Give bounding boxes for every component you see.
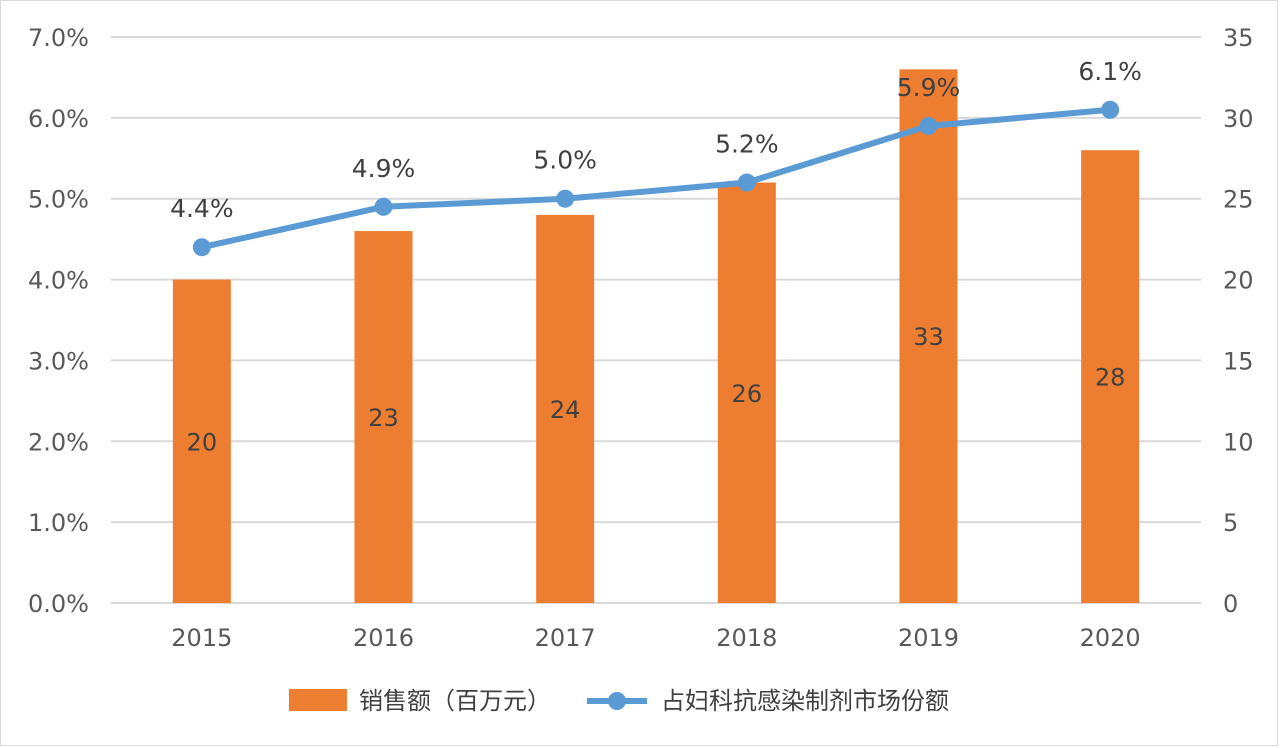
bar: [536, 214, 595, 603]
legend-line-marker: [608, 692, 626, 710]
line-data-label: 6.1%: [1078, 57, 1142, 86]
legend-bar-label: 销售额（百万元）: [359, 687, 551, 715]
line-data-labels: 4.4% 4.9% 5.0% 5.2% 5.9% 6.1%: [170, 57, 1142, 223]
line-point: [919, 116, 938, 135]
line-series: [192, 100, 1120, 257]
x-tick-label: 2016: [353, 624, 414, 652]
y-left-tick-label: 6.0%: [28, 105, 89, 133]
line-point: [737, 173, 756, 192]
y-right-tick-label: 5: [1223, 509, 1238, 537]
bar: [899, 69, 958, 604]
line-point: [556, 189, 575, 208]
line-data-label: 5.9%: [897, 73, 961, 102]
legend-bar-swatch: [289, 689, 347, 711]
line-data-label: 5.2%: [715, 130, 779, 159]
legend: 销售额（百万元） 占妇科抗感染制剂市场份额: [289, 687, 949, 715]
line-data-label: 4.9%: [352, 154, 416, 183]
bar: [354, 231, 413, 604]
y-left-tick-label: 5.0%: [28, 186, 89, 214]
y-left-tick-label: 0.0%: [28, 590, 89, 618]
bar-data-labels: 20 23 24 26 33 28: [187, 323, 1126, 456]
line-point: [374, 197, 393, 216]
line-path: [198, 106, 1114, 251]
line-data-label: 4.4%: [170, 194, 234, 223]
bar-data-label: 20: [187, 428, 218, 456]
bar: [172, 279, 231, 603]
bar-data-label: 33: [913, 323, 944, 351]
y-axis-right: 0 5 10 15 20 25 30 35: [1223, 24, 1254, 618]
y-right-tick-label: 35: [1223, 24, 1254, 52]
bar-data-label: 26: [732, 380, 763, 408]
x-axis: 2015 2016 2017 2018 2019 2020: [171, 624, 1140, 652]
bar-data-label: 28: [1095, 364, 1126, 392]
line-point: [192, 238, 211, 257]
y-left-tick-label: 3.0%: [28, 347, 89, 375]
line-point: [1101, 100, 1120, 119]
x-tick-label: 2017: [535, 624, 596, 652]
bar: [717, 182, 776, 604]
bar: [1081, 150, 1140, 603]
y-left-tick-label: 1.0%: [28, 509, 89, 537]
x-tick-label: 2020: [1080, 624, 1141, 652]
y-left-tick-label: 4.0%: [28, 267, 89, 295]
x-tick-label: 2015: [171, 624, 232, 652]
y-left-tick-label: 7.0%: [28, 24, 89, 52]
gridlines: [111, 36, 1201, 604]
y-axis-left: 0.0% 1.0% 2.0% 3.0% 4.0% 5.0% 6.0% 7.0%: [28, 24, 89, 618]
x-tick-label: 2019: [898, 624, 959, 652]
y-right-tick-label: 0: [1223, 590, 1238, 618]
line-data-label: 5.0%: [533, 146, 597, 175]
y-right-tick-label: 30: [1223, 105, 1254, 133]
y-right-tick-label: 15: [1223, 347, 1254, 375]
legend-line-label: 占妇科抗感染制剂市场份额: [661, 687, 949, 715]
bar-data-label: 24: [550, 396, 581, 424]
y-left-tick-label: 2.0%: [28, 428, 89, 456]
y-right-tick-label: 25: [1223, 186, 1254, 214]
y-right-tick-label: 20: [1223, 267, 1254, 295]
bar-data-label: 23: [368, 404, 399, 432]
x-tick-label: 2018: [716, 624, 777, 652]
y-right-tick-label: 10: [1223, 428, 1254, 456]
bar-series: [172, 69, 1140, 604]
